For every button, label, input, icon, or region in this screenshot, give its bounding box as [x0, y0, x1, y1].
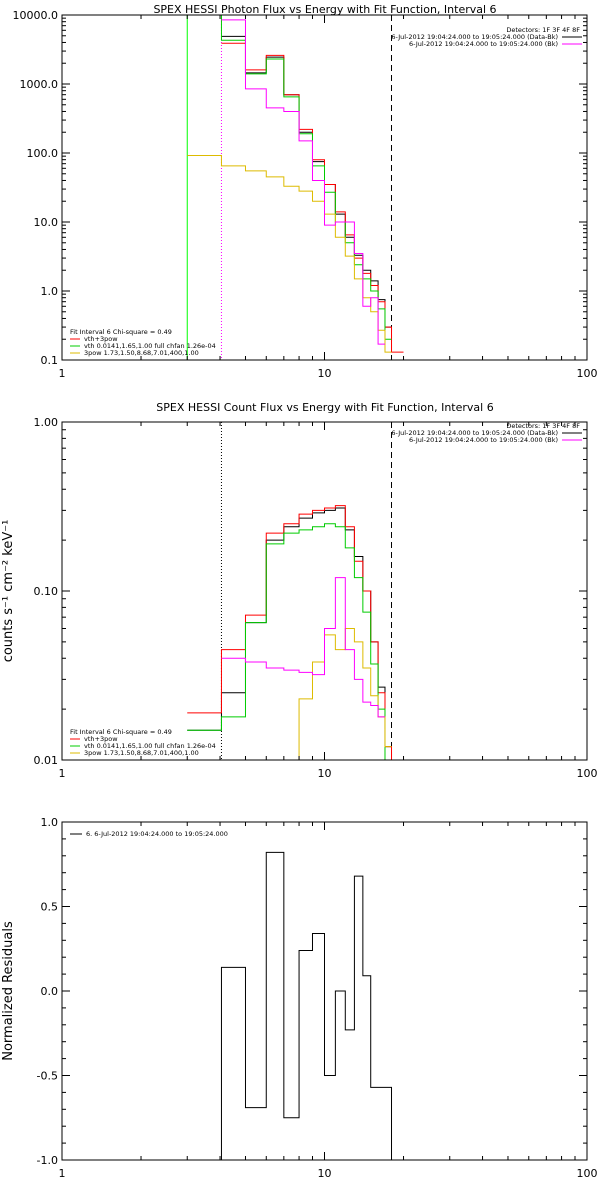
photon-flux-title: SPEX HESSI Photon Flux vs Energy with Fi… — [153, 3, 496, 16]
photon-flux-fit-label-vth: vth 0.0141,1.65,1.00 full chfan 1.26e-04 — [84, 342, 216, 350]
count-flux-y-tick-label: 1.00 — [34, 416, 59, 429]
residuals-legend-label: 6. 6-Jul-2012 19:04:24.000 to 19:05:24.0… — [86, 830, 228, 838]
residuals-plot-area — [220, 851, 393, 1160]
count-flux-interval-bk: 6-Jul-2012 19:04:24.000 to 19:05:24.000 … — [409, 436, 558, 444]
count-flux-fit-heading: Fit Interval 6 Chi-square = 0.49 — [70, 728, 172, 736]
residuals-x-tick-label: 1 — [59, 1167, 66, 1180]
count-flux-x-tick-label: 100 — [577, 767, 598, 780]
residuals-y-tick-label: 0.5 — [41, 901, 59, 914]
photon-flux-panel: SPEX HESSI Photon Flux vs Energy with Fi… — [13, 3, 598, 380]
count-flux-plot-area — [187, 422, 393, 760]
photon-flux-fit-label-3pow: 3pow 1.73,1.50,8.68,7.01,400,1.00 — [84, 349, 199, 357]
count-flux-interval-data-bk: 6-Jul-2012 19:04:24.000 to 19:05:24.000 … — [391, 429, 558, 437]
residuals-y-tick-label: 1.0 — [41, 816, 59, 829]
photon-flux-y-tick-label: 0.1 — [41, 354, 59, 367]
count-flux-frame — [61, 421, 588, 761]
photon-flux-y-tick-label: 100.0 — [27, 147, 59, 160]
photon-flux-y-tick-label: 10000.0 — [13, 9, 59, 22]
photon-flux-y-tick-label: 10.0 — [34, 216, 59, 229]
photon-flux-x-tick-label: 1 — [59, 367, 66, 380]
count-flux-panel: SPEX HESSI Count Flux vs Energy with Fit… — [1, 401, 598, 780]
residuals-panel: 6. 6-Jul-2012 19:04:24.000 to 19:05:24.0… — [1, 816, 598, 1180]
photon-flux-y-tick-label: 1000.0 — [20, 78, 59, 91]
residuals-data-layer — [220, 851, 393, 1160]
count-flux-series-bk — [221, 577, 385, 718]
residuals-series-6-6-jul-2012-19-04-24-00 — [220, 851, 393, 1160]
photon-flux-fit-heading: Fit Interval 6 Chi-square = 0.49 — [70, 328, 172, 336]
residuals-y-axis-label: Normalized Residuals — [1, 921, 16, 1061]
photon-flux-interval-bk: 6-Jul-2012 19:04:24.000 to 19:05:24.000 … — [409, 40, 558, 48]
residuals-y-tick-label: -0.5 — [37, 1070, 58, 1083]
count-flux-series-data-bk — [187, 507, 392, 748]
count-flux-detectors: Detectors: 1F 3F 4F 8F — [506, 422, 580, 430]
count-flux-y-axis-label: counts s⁻¹ cm⁻² keV⁻¹ — [1, 520, 16, 663]
count-flux-y-tick-label: 0.01 — [34, 754, 59, 767]
photon-flux-fit-label-total: vth+3pow — [84, 335, 118, 343]
photon-flux-interval-data-bk: 6-Jul-2012 19:04:24.000 to 19:05:24.000 … — [391, 33, 558, 41]
photon-flux-series-3pow — [187, 155, 392, 353]
residuals-x-tick-label: 100 — [577, 1167, 598, 1180]
photon-flux-detectors: Detectors: 1F 3F 4F 8F — [506, 26, 580, 34]
photon-flux-series-bk — [221, 19, 385, 345]
photon-flux-data-layer — [186, 15, 404, 360]
photon-flux-x-tick-label: 100 — [577, 367, 598, 380]
count-flux-series-vth — [187, 523, 386, 760]
residuals-x-tick-label: 10 — [318, 1167, 332, 1180]
photon-flux-series-vth-3pow — [221, 42, 404, 353]
count-flux-fit-label-vth: vth 0.0141,1.65,1.00 full chfan 1.26e-04 — [84, 742, 216, 750]
photon-flux-plot-area — [186, 15, 404, 360]
count-flux-fit-label-3pow: 3pow 1.73,1.50,8.68,7.01,400,1.00 — [84, 749, 199, 757]
count-flux-y-tick-label: 0.10 — [34, 585, 59, 598]
photon-flux-series-data-bk — [221, 35, 392, 328]
count-flux-title: SPEX HESSI Count Flux vs Energy with Fit… — [156, 401, 493, 414]
photon-flux-y-tick-label: 1.0 — [41, 285, 59, 298]
count-flux-fit-label-total: vth+3pow — [84, 735, 118, 743]
count-flux-x-tick-label: 10 — [318, 767, 332, 780]
count-flux-x-tick-label: 1 — [59, 767, 66, 780]
photon-flux-series-vth — [187, 15, 392, 340]
photon-flux-x-tick-label: 10 — [318, 367, 332, 380]
count-flux-data-layer — [187, 422, 393, 760]
residuals-y-tick-label: -1.0 — [37, 1154, 58, 1167]
residuals-y-tick-label: 0.0 — [41, 985, 59, 998]
